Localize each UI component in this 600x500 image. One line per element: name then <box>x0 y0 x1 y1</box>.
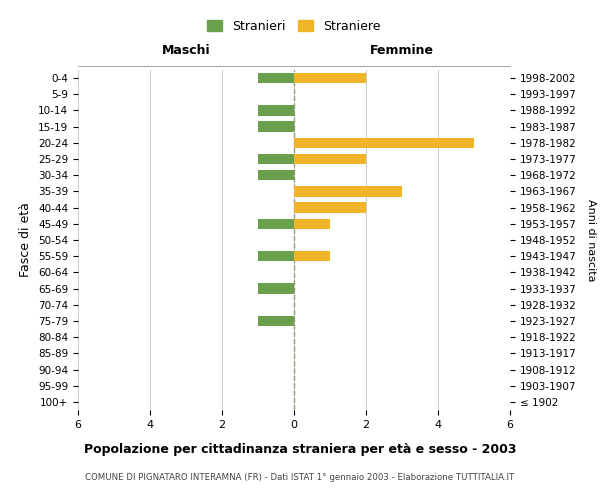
Y-axis label: Fasce di età: Fasce di età <box>19 202 32 278</box>
Bar <box>258 170 294 180</box>
Bar <box>258 154 294 164</box>
Text: Anni di nascita: Anni di nascita <box>586 198 596 281</box>
Bar <box>258 316 294 326</box>
Bar <box>294 138 474 148</box>
Text: COMUNE DI PIGNATARO INTERAMNA (FR) - Dati ISTAT 1° gennaio 2003 - Elaborazione T: COMUNE DI PIGNATARO INTERAMNA (FR) - Dat… <box>85 472 515 482</box>
Bar <box>294 154 366 164</box>
Bar <box>258 251 294 262</box>
Bar <box>258 105 294 116</box>
Text: Femmine: Femmine <box>370 44 434 58</box>
Legend: Stranieri, Straniere: Stranieri, Straniere <box>202 15 386 38</box>
Bar <box>294 186 402 196</box>
Bar <box>258 73 294 84</box>
Bar <box>294 73 366 84</box>
Bar <box>258 218 294 229</box>
Text: Popolazione per cittadinanza straniera per età e sesso - 2003: Popolazione per cittadinanza straniera p… <box>84 442 516 456</box>
Bar <box>258 284 294 294</box>
Bar <box>294 218 330 229</box>
Text: Maschi: Maschi <box>161 44 211 58</box>
Bar <box>294 202 366 213</box>
Bar <box>258 122 294 132</box>
Bar <box>294 251 330 262</box>
